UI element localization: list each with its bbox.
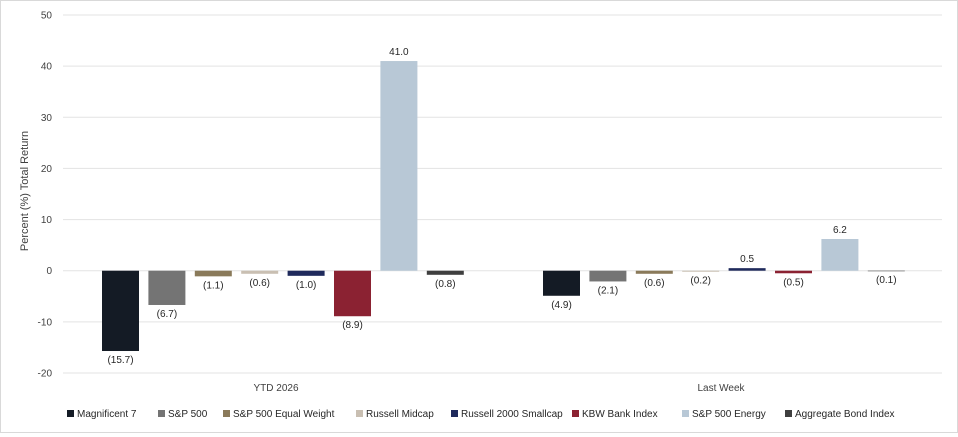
legend-label: Russell 2000 Smallcap: [461, 409, 563, 420]
legend-item: S&P 500 Energy: [682, 409, 766, 420]
data-label: (0.1): [876, 275, 897, 286]
legend-swatch: [682, 410, 689, 417]
data-label: (0.8): [435, 279, 456, 290]
data-label: (2.1): [598, 285, 619, 296]
bar: [543, 270, 580, 296]
gridlines: [63, 14, 942, 374]
y-tick-label: 10: [41, 215, 53, 226]
bar: [287, 270, 325, 276]
bar: [102, 270, 139, 352]
bar: [194, 270, 232, 277]
data-label: (15.7): [107, 355, 133, 366]
data-labels: (15.7) (4.9) (6.7) (2.1) (1.1) (0.6) (0.6) (0.2…: [107, 47, 896, 366]
y-tick-label: 30: [41, 113, 53, 124]
y-axis-ticks: -20 -10 0 10 20 30 40 50: [38, 11, 53, 380]
y-tick-label: 0: [46, 266, 52, 277]
legend-item: S&P 500 Equal Weight: [223, 409, 335, 420]
legend-item: KBW Bank Index: [572, 409, 658, 420]
legend-swatch: [223, 410, 230, 417]
legend-item: Magnificent 7: [67, 409, 137, 420]
legend-swatch: [451, 410, 458, 417]
legend-swatch: [572, 410, 579, 417]
legend-label: Aggregate Bond Index: [795, 409, 895, 420]
data-label: (4.9): [551, 300, 572, 311]
bar: [241, 270, 279, 274]
bar: [775, 270, 812, 274]
data-label: (1.0): [296, 280, 317, 291]
legend-swatch: [158, 410, 165, 417]
data-label: (6.7): [157, 309, 178, 320]
legend-label: Magnificent 7: [77, 409, 137, 420]
data-label: (1.1): [203, 280, 224, 291]
legend-item: S&P 500: [158, 409, 208, 420]
y-tick-label: -20: [38, 369, 53, 380]
bars: [102, 61, 905, 352]
bar: [380, 61, 418, 271]
legend-item: Russell Midcap: [356, 409, 434, 420]
data-label: (0.5): [783, 277, 804, 288]
bar: [334, 270, 371, 317]
bar: [426, 270, 464, 275]
legend-swatch: [356, 410, 363, 417]
bar: [148, 270, 186, 305]
data-label: (0.6): [644, 278, 665, 289]
category-labels: YTD 2026 Last Week: [253, 383, 745, 394]
y-tick-label: 20: [41, 164, 53, 175]
legend-label: S&P 500 Energy: [692, 409, 766, 420]
bar: [635, 270, 673, 274]
y-tick-label: 50: [41, 11, 53, 22]
legend-label: KBW Bank Index: [582, 409, 658, 420]
legend-swatch: [785, 410, 792, 417]
legend: Magnificent 7 S&P 500 S&P 500 Equal Weight…: [67, 409, 895, 420]
legend-label: Russell Midcap: [366, 409, 434, 420]
legend-label: S&P 500 Equal Weight: [233, 409, 335, 420]
bar: [821, 239, 859, 271]
y-axis-label: Percent (%) Total Return: [19, 131, 31, 251]
legend-label: S&P 500: [168, 409, 208, 420]
data-label: 0.5: [740, 254, 754, 265]
bar: [867, 270, 905, 272]
data-label: (0.2): [690, 276, 711, 287]
bar: [589, 270, 627, 282]
legend-item: Russell 2000 Smallcap: [451, 409, 563, 420]
bar: [728, 268, 766, 271]
data-label: (0.6): [249, 278, 270, 289]
data-label: 6.2: [833, 225, 847, 236]
y-tick-label: 40: [41, 62, 53, 73]
category-label: Last Week: [697, 383, 745, 394]
legend-swatch: [67, 410, 74, 417]
bar: [682, 270, 720, 272]
y-tick-label: -10: [38, 317, 53, 328]
data-label: 41.0: [389, 47, 409, 58]
legend-item: Aggregate Bond Index: [785, 409, 895, 420]
category-label: YTD 2026: [253, 383, 298, 394]
data-label: (8.9): [342, 320, 363, 331]
